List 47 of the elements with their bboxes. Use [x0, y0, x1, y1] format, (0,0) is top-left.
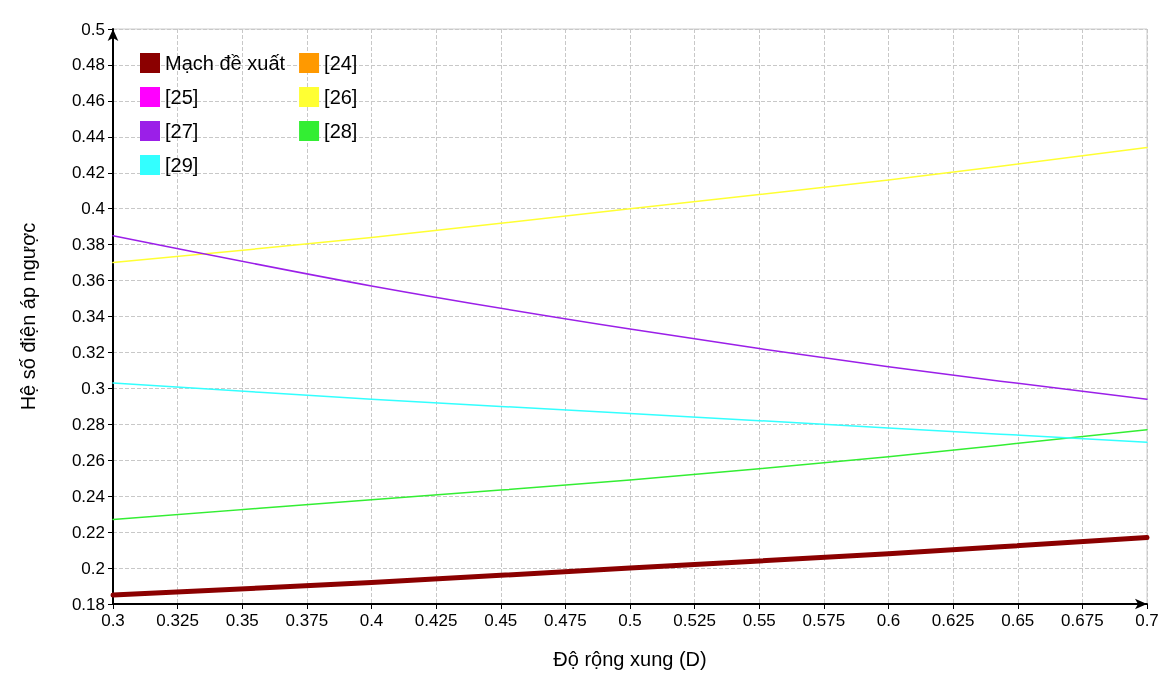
x-tick-label: 0.625 [931, 611, 975, 630]
legend-label: [27] [165, 120, 199, 142]
line-series [112, 234, 1148, 400]
y-tick-label: 0.46 [71, 91, 105, 111]
x-axis-title: Độ rộng xung (D) [553, 648, 707, 670]
y-tick-label: 0.42 [71, 163, 105, 183]
legend-label: [28] [324, 120, 358, 142]
y-tick-label: 0.28 [71, 414, 105, 434]
x-tick-label: 0.425 [414, 611, 458, 630]
y-tick-label: 0.3 [81, 378, 105, 398]
y-tick-label: 0.26 [71, 450, 105, 470]
x-tick-label: 0.4 [359, 611, 384, 630]
x-tick-label: 0.65 [1001, 611, 1035, 630]
legend-label: [25] [165, 86, 199, 108]
y-tick-label: 0.22 [71, 522, 105, 542]
legend-label: [26] [324, 86, 358, 108]
x-tick-label: 0.6 [876, 611, 901, 630]
line-series [112, 382, 1148, 444]
y-tick-label: 0.38 [71, 235, 105, 255]
y-tick-label: 0.36 [71, 271, 105, 291]
x-tick-label: 0.5 [618, 611, 642, 630]
x-tick-label: 0.375 [285, 611, 329, 630]
line-series [112, 428, 1148, 521]
y-tick-label: 0.4 [81, 199, 105, 219]
y-tick-label: 0.44 [71, 127, 105, 147]
y-tick-label: 0.48 [71, 55, 105, 75]
x-tick-label: 0.55 [742, 611, 776, 630]
y-tick-label: 0.2 [81, 558, 105, 578]
x-tick-label: 0.3 [101, 611, 125, 630]
y-tick-label: 0.32 [71, 342, 105, 362]
legend-label: [24] [324, 52, 358, 74]
legend-label: Mạch đề xuất [165, 52, 286, 74]
x-tick-label: 0.7 [1135, 611, 1159, 630]
x-tick-label: 0.675 [1061, 611, 1104, 630]
legend-label: [29] [165, 154, 199, 176]
y-tick-label: 0.24 [71, 486, 105, 506]
x-tick-label: 0.45 [484, 611, 518, 630]
x-tick-label: 0.575 [802, 611, 846, 630]
x-tick-label: 0.475 [544, 611, 587, 630]
y-tick-label: 0.18 [71, 594, 105, 614]
y-axis-title: Hệ số điện áp ngược [17, 222, 39, 411]
x-tick-label: 0.35 [225, 611, 259, 630]
x-tick-label: 0.325 [156, 611, 199, 630]
line-series [112, 146, 1148, 264]
y-tick-label: 0.5 [81, 19, 105, 39]
y-tick-label: 0.34 [71, 307, 105, 326]
x-tick-label: 0.525 [673, 611, 716, 630]
